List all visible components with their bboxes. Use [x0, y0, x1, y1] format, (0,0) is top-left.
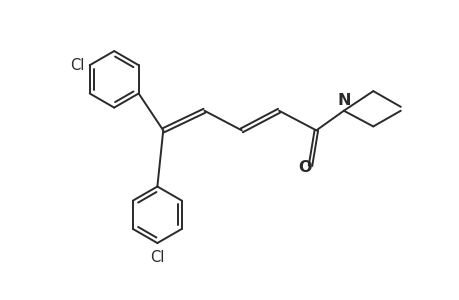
Text: Cl: Cl: [71, 58, 85, 73]
Text: O: O: [297, 160, 311, 175]
Text: N: N: [336, 93, 350, 108]
Text: Cl: Cl: [150, 250, 164, 265]
